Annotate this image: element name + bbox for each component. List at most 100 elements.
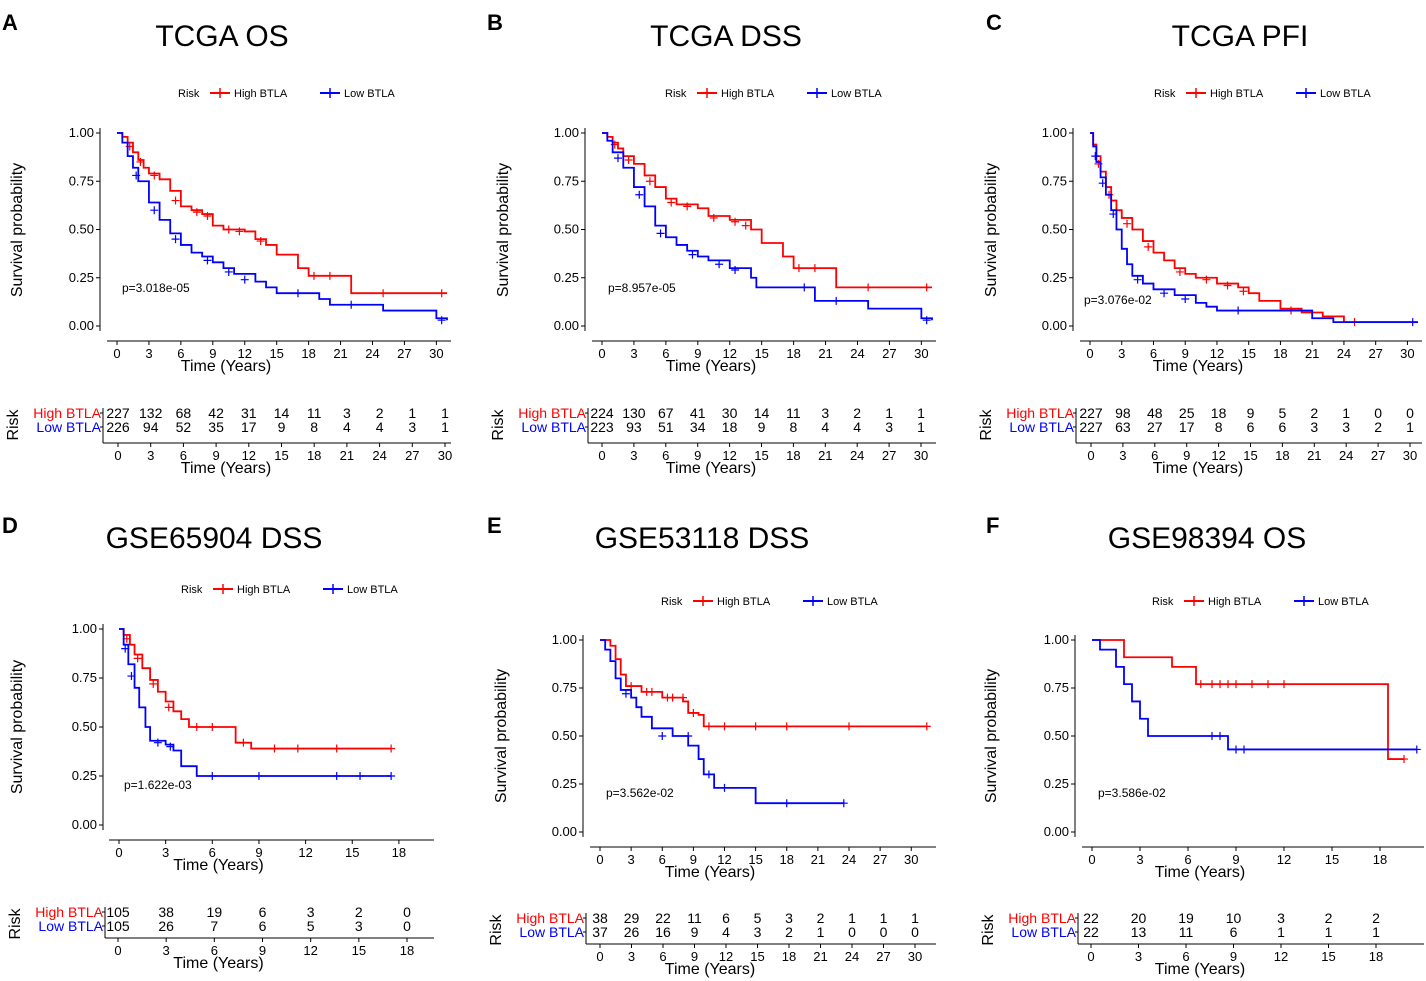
legend-title: Risk (181, 584, 203, 596)
risk-x-tick-label: 21 (1307, 448, 1321, 463)
risk-count: 2 (1374, 419, 1382, 435)
risk-count: 227 (1079, 405, 1103, 421)
risk-count: 223 (590, 419, 614, 435)
censor-mark-low (150, 206, 159, 215)
risk-row-label-low: Low BTLA (1009, 419, 1074, 435)
censor-mark-low (171, 235, 180, 244)
censor-mark-high (1223, 281, 1232, 290)
risk-x-tick-label: 15 (1243, 448, 1257, 463)
censor-mark-low (656, 229, 665, 238)
legend-label-high: High BTLA (234, 88, 288, 100)
risk-x-tick-label: 15 (750, 949, 764, 964)
x-tick-label: 9 (694, 346, 701, 361)
censor-mark-low (166, 742, 175, 751)
risk-count: 68 (176, 405, 192, 421)
censor-mark-high (1144, 242, 1153, 251)
x-tick-label: 30 (429, 346, 443, 361)
risk-x-tick-label: 3 (1119, 448, 1126, 463)
x-tick-label: 12 (1210, 346, 1224, 361)
y-tick-label: 0.50 (72, 719, 97, 734)
risk-x-tick-label: 12 (303, 943, 317, 958)
risk-count: 227 (106, 405, 130, 421)
y-tick-label: 0.00 (69, 318, 94, 333)
censor-mark-high (192, 723, 201, 731)
x-axis-label: Time (Years) (1155, 864, 1245, 881)
risk-x-tick-label: 18 (1275, 448, 1289, 463)
risk-count: 3 (754, 924, 762, 940)
risk-x-tick-label: 6 (1151, 448, 1158, 463)
censor-mark-high (1264, 680, 1272, 689)
censor-mark-low (1232, 745, 1240, 754)
legend: Risk High BTLA Low BTLA (1152, 596, 1369, 608)
censor-mark-high (1208, 680, 1216, 689)
risk-count: 6 (1230, 924, 1238, 940)
risk-row-label-low: Low BTLA (38, 918, 103, 934)
risk-row-label-low: Low BTLA (36, 419, 101, 435)
censor-mark-low (1109, 210, 1118, 219)
risk-count: 2 (817, 910, 825, 926)
censor-mark-high (224, 225, 233, 234)
risk-table-label: Risk (980, 913, 997, 945)
survival-curve-high (119, 628, 392, 750)
censor-mark-low (704, 770, 713, 779)
risk-x-tick-label: 30 (914, 448, 928, 463)
risk-count: 63 (1115, 419, 1131, 435)
panel-title: GSE98394 OS (1108, 522, 1306, 555)
censor-mark-high (864, 283, 873, 292)
x-tick-label: 0 (596, 852, 603, 867)
x-tick-label: 12 (717, 852, 731, 867)
risk-count: 0 (911, 924, 919, 940)
risk-x-tick-label: 21 (340, 448, 354, 463)
risk-count: 51 (658, 419, 674, 435)
legend-label-low: Low BTLA (831, 88, 882, 100)
risk-count: 9 (691, 924, 699, 940)
risk-count: 6 (259, 904, 267, 920)
risk-x-axis-label: Time (Years) (173, 955, 263, 972)
censor-mark-low (1234, 306, 1243, 315)
risk-count: 94 (143, 419, 159, 435)
censor-mark-high (239, 738, 248, 747)
censor-mark-high (332, 744, 341, 753)
risk-x-tick-label: 27 (876, 949, 890, 964)
risk-count: 2 (853, 405, 861, 421)
risk-x-tick-label: 9 (691, 949, 698, 964)
y-axis-label: Survival probability (493, 669, 510, 803)
x-tick-label: 27 (882, 346, 896, 361)
x-tick-label: 24 (850, 346, 864, 361)
risk-x-tick-label: 3 (147, 448, 154, 463)
risk-count: 3 (355, 918, 363, 934)
censor-mark-high (645, 177, 654, 186)
censor-mark-high (270, 744, 279, 753)
risk-x-tick-label: 30 (1403, 448, 1417, 463)
risk-x-tick-label: 15 (1321, 949, 1335, 964)
risk-count: 93 (626, 419, 642, 435)
risk-x-tick-label: 0 (114, 448, 121, 463)
risk-count: 4 (722, 924, 730, 940)
risk-count: 4 (376, 419, 384, 435)
censor-mark-low (387, 772, 396, 780)
censor-mark-low (332, 772, 341, 780)
legend: Risk High BTLA Low BTLA (661, 596, 878, 608)
censor-mark-high (235, 227, 244, 236)
survival-curve-low (1092, 639, 1417, 751)
censor-mark-low (1181, 294, 1190, 303)
risk-count: 2 (1310, 405, 1318, 421)
risk-x-axis-label: Time (Years) (666, 460, 756, 477)
censor-mark-high (751, 722, 760, 731)
risk-count: 52 (176, 419, 192, 435)
risk-x-tick-label: 30 (438, 448, 452, 463)
risk-count: 130 (622, 405, 646, 421)
x-tick-label: 12 (723, 346, 737, 361)
x-tick-label: 21 (818, 346, 832, 361)
censor-mark-low (1133, 275, 1142, 284)
risk-count: 0 (1374, 405, 1382, 421)
risk-count: 1 (911, 910, 919, 926)
legend-title: Risk (1152, 596, 1174, 608)
risk-x-tick-label: 6 (1182, 949, 1189, 964)
x-tick-label: 21 (333, 346, 347, 361)
risk-count: 1 (885, 405, 893, 421)
risk-x-tick-label: 15 (274, 448, 288, 463)
risk-count: 67 (658, 405, 674, 421)
risk-count: 227 (1079, 419, 1103, 435)
risk-x-tick-label: 3 (628, 949, 635, 964)
